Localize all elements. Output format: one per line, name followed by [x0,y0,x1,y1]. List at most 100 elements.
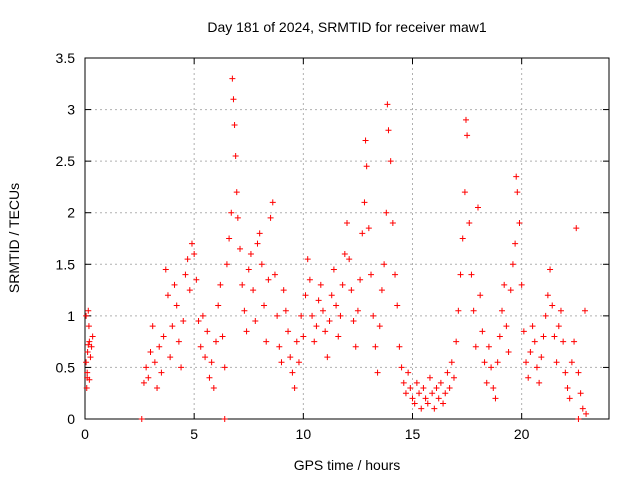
data-point [210,385,217,392]
data-point [437,379,444,386]
data-point [553,359,560,366]
data-point [496,333,503,340]
data-point [523,359,530,366]
data-point [180,318,187,325]
data-point [560,338,567,345]
data-point [138,416,145,422]
data-point [448,359,455,366]
chart-title: Day 181 of 2024, SRMTID for receiver maw… [207,19,487,35]
data-point [462,116,469,123]
data-point [263,338,270,345]
data-point [557,307,564,314]
data-point [282,307,289,314]
data-point [370,312,377,319]
data-point [337,312,344,319]
data-point [243,328,250,335]
data-point [440,400,447,407]
data-point [204,328,211,335]
data-point [269,199,276,206]
data-point [402,390,409,397]
data-point [145,374,152,381]
data-point [409,395,416,402]
data-point [193,276,200,283]
data-point [231,122,238,129]
data-point [503,323,510,330]
data-point [453,338,460,345]
data-point [575,369,582,376]
data-point [483,379,490,386]
data-point [258,261,265,268]
data-point [285,328,292,335]
data-point [376,323,383,330]
data-point [378,287,385,294]
grid-lines [85,58,609,419]
data-point [392,271,399,278]
data-point [513,173,520,180]
data-point [85,323,92,330]
data-point [149,323,156,330]
data-point [217,281,224,288]
data-point [387,158,394,165]
data-point [315,297,322,304]
data-point [442,390,449,397]
data-point [319,307,326,314]
data-point [429,390,436,397]
x-tick-label: 0 [81,426,89,442]
data-point [143,364,150,371]
data-point [247,250,254,257]
data-point [295,359,302,366]
data-point [538,354,545,361]
data-point [547,266,554,273]
data-point [359,230,366,237]
data-point [328,292,335,299]
data-point [85,307,92,314]
y-tick-label: 0 [67,411,75,427]
data-point [479,328,486,335]
data-point [83,359,90,366]
plot-frame [84,57,610,420]
data-point [571,338,578,345]
data-point [306,276,313,283]
data-point [509,261,516,268]
data-point [291,385,298,392]
y-tick-label: 2 [67,205,75,221]
data-point [384,101,391,108]
data-point [562,369,569,376]
data-point [221,416,228,422]
data-point [195,318,202,325]
data-point [525,374,532,381]
data-point [566,395,573,402]
data-point [357,276,364,283]
data-point [533,364,540,371]
data-point [435,395,442,402]
data-point [362,137,369,144]
data-point [481,359,488,366]
data-point [241,307,248,314]
data-point [276,343,283,350]
data-point [575,416,582,422]
x-tick-label: 5 [190,426,198,442]
data-point [326,318,333,325]
x-axis-label: GPS time / hours [294,457,401,473]
data-point [339,281,346,288]
data-point [223,261,230,268]
data-point [162,266,169,273]
data-point [477,292,484,299]
data-point [254,240,261,247]
data-point [233,189,240,196]
data-point [431,405,438,412]
data-point [499,307,506,314]
data-point [173,302,180,309]
data-point [215,302,222,309]
data-point [86,376,93,383]
data-point [245,266,252,273]
data-point [188,240,195,247]
data-point [450,374,457,381]
data-point [278,359,285,366]
data-point [573,225,580,232]
data-point [488,364,495,371]
data-point [154,385,161,392]
data-point [140,379,147,386]
data-point [208,359,215,366]
data-point [551,333,558,340]
